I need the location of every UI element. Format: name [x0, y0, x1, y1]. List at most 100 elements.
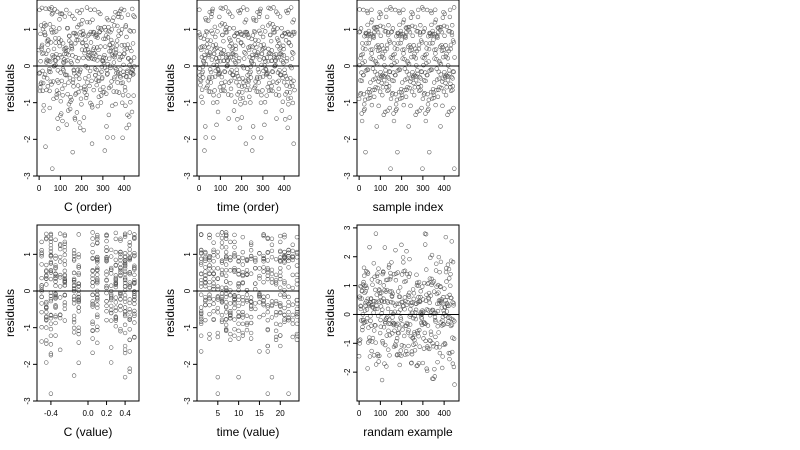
data-point [404, 249, 409, 254]
data-point [394, 301, 399, 306]
data-point [427, 313, 433, 318]
data-point [436, 69, 441, 75]
data-point [387, 353, 392, 358]
data-point [447, 68, 452, 73]
data-point [416, 279, 422, 285]
data-point [253, 286, 258, 292]
data-point [244, 7, 250, 12]
data-point [294, 282, 300, 287]
data-point [370, 335, 376, 341]
data-point [383, 321, 388, 326]
data-point [109, 283, 114, 288]
data-point [357, 30, 362, 35]
data-point [390, 56, 395, 61]
data-point [132, 281, 137, 286]
data-point [198, 349, 204, 354]
data-point [407, 271, 413, 276]
data-point [376, 45, 382, 50]
data-point [394, 336, 400, 341]
data-point [417, 299, 423, 305]
data-point [219, 285, 225, 290]
data-point [207, 279, 212, 285]
data-point [363, 283, 369, 288]
data-point [437, 60, 442, 65]
data-point [210, 6, 215, 12]
data-point [291, 78, 296, 84]
data-point [444, 24, 450, 30]
data-point [91, 45, 97, 50]
x-tick-label: 0 [37, 184, 42, 193]
data-point [132, 308, 137, 314]
data-point [49, 12, 55, 17]
data-point [120, 100, 125, 105]
data-point [413, 316, 419, 322]
x-tick-label: 5 [216, 409, 221, 418]
data-point [127, 243, 132, 248]
data-point [236, 268, 241, 273]
data-point [286, 255, 291, 261]
data-point [283, 38, 289, 43]
data-point [281, 53, 287, 58]
data-point [198, 262, 204, 267]
data-point [203, 17, 209, 23]
data-point [240, 262, 245, 267]
data-point [437, 345, 442, 350]
data-point [39, 250, 44, 255]
data-point [240, 281, 245, 286]
data-point [266, 51, 271, 56]
data-point [423, 118, 429, 124]
x-tick-label: 0.2 [101, 409, 113, 418]
data-point [294, 234, 300, 240]
data-point [215, 295, 220, 300]
data-point [93, 53, 99, 58]
data-point [254, 45, 259, 50]
data-point [69, 46, 75, 52]
data-point [415, 363, 420, 368]
data-point [223, 236, 229, 241]
data-point [265, 343, 270, 349]
y-tick-label: -1 [343, 99, 352, 107]
x-tick-label: 300 [416, 184, 430, 193]
data-point [236, 259, 241, 264]
data-point [202, 148, 207, 153]
data-point [207, 292, 212, 297]
data-point [265, 70, 270, 75]
data-point [257, 251, 262, 256]
data-point [62, 272, 67, 278]
data-point [118, 307, 123, 313]
data-point [132, 272, 137, 278]
data-point [109, 295, 114, 301]
data-point [113, 262, 118, 268]
data-point [104, 124, 109, 129]
data-point [223, 267, 229, 273]
data-point [439, 305, 444, 310]
data-point [44, 299, 49, 305]
data-point [232, 245, 237, 250]
data-point [451, 364, 457, 370]
data-point [48, 236, 54, 241]
data-point [431, 95, 436, 101]
data-point [62, 268, 67, 273]
data-point [278, 322, 283, 328]
data-point [61, 68, 66, 73]
data-point [57, 11, 63, 16]
data-point [84, 92, 89, 98]
data-point [53, 320, 58, 326]
data-point [273, 272, 279, 278]
data-point [232, 251, 237, 256]
data-point [449, 108, 454, 113]
data-point [366, 325, 371, 330]
data-point [228, 255, 233, 260]
data-point [254, 89, 259, 94]
x-tick-label: 400 [277, 184, 291, 193]
data-point [411, 296, 416, 302]
data-point [447, 71, 452, 77]
data-point [80, 40, 85, 45]
data-point [437, 350, 443, 356]
data-point [393, 247, 398, 253]
data-point [421, 62, 426, 68]
data-point [380, 307, 385, 312]
data-point [104, 91, 109, 96]
data-point [77, 120, 82, 125]
data-point [267, 74, 272, 80]
